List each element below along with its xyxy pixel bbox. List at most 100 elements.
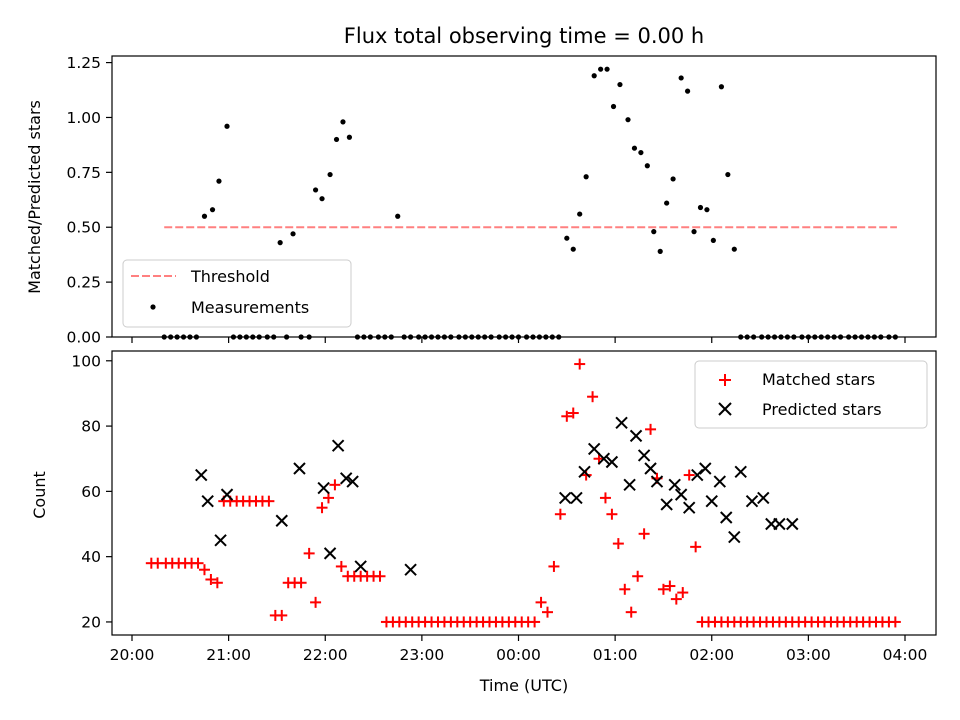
bottom-y-tick-label: 40: [81, 548, 101, 566]
bottom-y-tick-label: 60: [81, 483, 101, 501]
measurement-point: [224, 123, 230, 129]
top-y-ticks: 0.00 0.25 0.50 0.75 1.00 1.25: [66, 54, 112, 347]
matched-stars-point: [198, 564, 210, 576]
matched-stars-legend-label: Matched stars: [762, 370, 875, 389]
measurement-point: [327, 171, 333, 178]
predicted-stars-point: [275, 514, 288, 527]
matched-stars-point: [632, 570, 644, 582]
measurement-point: [340, 119, 346, 125]
measurement-point: [598, 66, 604, 72]
matched-stars-point: [335, 560, 347, 572]
measurement-point: [333, 136, 340, 143]
threshold-legend-label: Threshold: [190, 267, 270, 286]
predicted-stars-point: [699, 462, 712, 475]
predicted-stars-point: [354, 560, 367, 573]
predicted-stars-point: [713, 475, 727, 488]
predicted-stars-point: [773, 517, 786, 531]
predicted-stars-point: [674, 488, 688, 501]
bottom-x-tick-label: 20:00: [110, 646, 155, 664]
matched-stars-point: [645, 423, 657, 435]
matched-stars-point: [205, 574, 217, 586]
bottom-x-axis-label: Time (UTC): [479, 676, 568, 695]
predicted-stars-point: [629, 429, 643, 443]
matched-stars-point: [625, 606, 637, 618]
measurement-point: [604, 66, 610, 72]
predicted-stars-point: [728, 530, 741, 544]
bottom-x-tick-label: 23:00: [400, 646, 445, 664]
measurement-point: [209, 207, 216, 213]
predicted-stars-point: [195, 468, 208, 482]
matched-stars-point: [310, 596, 322, 608]
matched-stars-point: [548, 560, 560, 572]
measurement-point: [216, 178, 222, 184]
predicted-stars-point: [623, 478, 636, 492]
measurement-point: [678, 75, 684, 81]
matched-stars-point: [587, 391, 599, 403]
measurement-point: [644, 163, 650, 169]
top-y-tick-label: 0.00: [66, 329, 101, 347]
bottom-y-ticks: 20 40 60 80 100: [71, 352, 112, 631]
measurement-point: [570, 246, 576, 252]
measurements-legend-swatch: [150, 304, 156, 310]
bottom-axes-frame: [111, 350, 937, 636]
matched-stars-point: [619, 583, 631, 595]
predicted-stars-point: [317, 481, 330, 495]
measurement-point: [718, 84, 725, 90]
matched-stars-point: [316, 502, 328, 514]
predicted-stars-point: [346, 475, 359, 488]
top-y-tick-label: 1.00: [66, 109, 101, 127]
predicted-stars-point: [668, 478, 681, 492]
predicted-stars-legend-swatch: [718, 402, 732, 416]
top-axes: Matched/Predicted stars 0.00 0.25 0.50 0.75…: [25, 54, 937, 347]
measurement-point: [684, 88, 691, 94]
bottom-plot-area: [145, 358, 901, 628]
predicted-stars-point: [201, 494, 214, 508]
bottom-y-axis-label: Count: [30, 471, 49, 519]
matched-stars-point: [192, 557, 204, 569]
matched-stars-point: [664, 580, 676, 592]
matched-stars-point: [670, 593, 682, 605]
measurement-point: [290, 231, 296, 237]
measurement-point: [346, 134, 353, 140]
matched-stars-point: [276, 609, 288, 621]
predicted-stars-point: [757, 491, 770, 505]
measurement-point: [657, 248, 663, 254]
matched-stars-point: [374, 570, 386, 582]
measurement-point: [564, 235, 570, 241]
predicted-stars-point: [323, 547, 337, 560]
measurement-point: [631, 145, 638, 151]
matched-stars-point: [535, 596, 547, 608]
top-y-tick-label: 0.25: [66, 274, 101, 292]
predicted-stars-point: [660, 498, 673, 511]
measurement-point: [277, 240, 283, 246]
predicted-stars-point: [597, 452, 611, 465]
matched-stars-legend-swatch: [719, 374, 731, 386]
predicted-stars-point: [637, 449, 651, 462]
bottom-x-tick-label: 03:00: [786, 646, 831, 664]
matched-stars-point: [657, 583, 669, 595]
predicted-stars-point: [691, 468, 704, 482]
matched-stars-point: [612, 538, 624, 550]
predicted-stars-point: [404, 563, 417, 576]
measurement-point: [651, 229, 657, 235]
measurement-point: [725, 171, 731, 178]
matched-stars-point: [554, 508, 566, 520]
matched-stars-point: [683, 469, 695, 481]
predicted-stars-point: [558, 491, 572, 505]
bottom-x-tick-label: 04:00: [883, 646, 928, 664]
predicted-stars-point: [705, 494, 718, 508]
predicted-stars-point: [745, 494, 759, 508]
bottom-y-tick-label: 80: [81, 418, 101, 436]
measurement-point: [201, 213, 208, 219]
measurement-point: [319, 196, 325, 202]
matched-stars-point: [295, 577, 307, 589]
top-y-tick-label: 0.75: [66, 164, 101, 182]
matched-stars-point: [599, 492, 611, 504]
predicted-stars-point: [615, 416, 628, 430]
predicted-stars-point: [293, 462, 306, 475]
predicted-stars-point: [570, 491, 583, 505]
bottom-x-ticks: 20:00 21:00 22:00 23:00 00:00 01:00 02:00 03:00…: [110, 635, 928, 664]
measurement-point: [664, 200, 670, 206]
